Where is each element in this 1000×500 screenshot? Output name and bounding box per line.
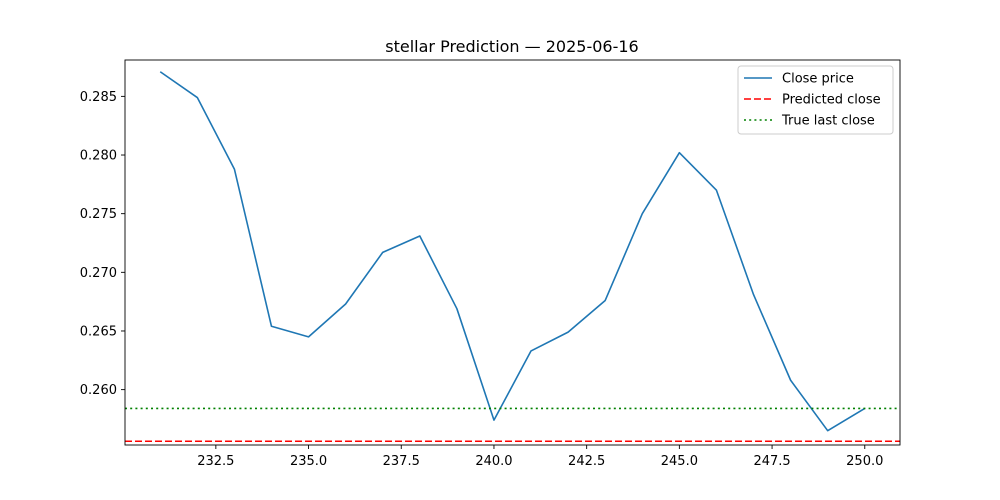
legend: Close price Predicted close True last clos… <box>737 65 894 135</box>
y-tick-label: 0.265 <box>80 324 117 339</box>
y-tick-label: 0.280 <box>80 149 117 164</box>
y-tick-label: 0.285 <box>80 90 117 105</box>
legend-label-close-price: Close price <box>782 72 854 87</box>
y-tick-label: 0.260 <box>80 383 117 398</box>
x-tick-label: 250.0 <box>846 454 883 469</box>
x-tick-label: 235.0 <box>290 454 327 469</box>
y-tick-label: 0.275 <box>80 207 117 222</box>
y-tick-label: 0.270 <box>80 266 117 281</box>
x-tick-label: 245.0 <box>661 454 698 469</box>
x-tick-label: 232.5 <box>197 454 234 469</box>
close-price-line <box>159 71 866 432</box>
x-tick-label: 237.5 <box>383 454 420 469</box>
x-tick-label: 242.5 <box>568 454 605 469</box>
x-tick-label: 240.0 <box>475 454 512 469</box>
legend-frame <box>737 65 894 135</box>
x-tick-label: 247.5 <box>753 454 790 469</box>
legend-label-predicted-close: Predicted close <box>782 93 881 108</box>
legend-label-true-last-close: True last close <box>781 114 875 129</box>
axes-frame <box>124 59 901 446</box>
plot-area: 232.5 235.0 237.5 240.0 242.5 245.0 247.5 250.0… <box>80 59 901 469</box>
chart-title: stellar Prediction — 2025-06-16 <box>385 37 638 56</box>
